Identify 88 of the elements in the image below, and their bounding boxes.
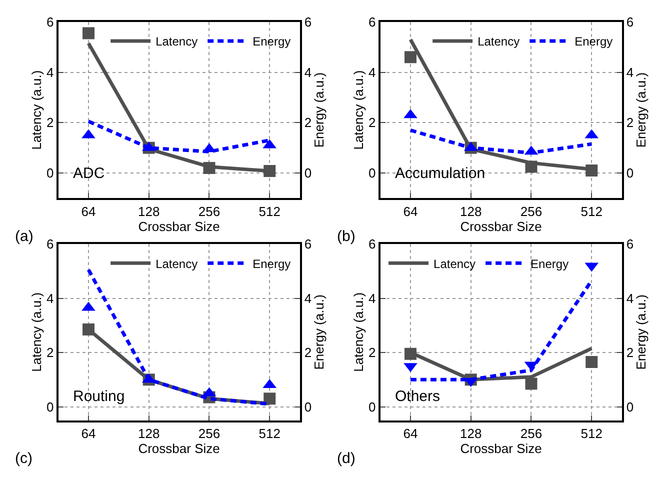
point <box>404 348 416 360</box>
y2-tick-label: 4 <box>626 64 634 80</box>
y2-tick-label: 2 <box>626 345 634 360</box>
y-tick-label: 4 <box>46 64 54 80</box>
y2-tick-label: 2 <box>304 115 312 130</box>
point <box>586 164 598 176</box>
y-axis-title: Latency (a.u.) <box>28 292 44 372</box>
legend-label: Latency <box>478 34 520 49</box>
y-tick-label: 2 <box>46 345 54 360</box>
x-axis-title: Crossbar Size <box>138 440 220 456</box>
y2-axis-title: Energy (a.u.) <box>312 72 327 148</box>
text: (a) <box>15 228 34 245</box>
y-axis-title: Latency (a.u.) <box>350 292 366 372</box>
legend-label: Energy <box>252 256 291 271</box>
y-tick-label: 4 <box>368 290 376 306</box>
annotation: ADC <box>73 165 105 182</box>
y2-axis-title: Energy (a.u.) <box>634 294 649 370</box>
legend-label: Energy <box>574 34 613 49</box>
y-tick-label: 6 <box>368 14 376 30</box>
y2-tick-label: 4 <box>304 64 312 80</box>
x-tick-label: 64 <box>403 426 418 441</box>
y2-tick-label: 4 <box>626 290 634 306</box>
text: (b) <box>337 228 356 245</box>
annotation: Others <box>395 388 440 405</box>
text: (d) <box>337 450 356 467</box>
y2-tick-label: 6 <box>626 14 634 30</box>
y-tick-label: 2 <box>368 345 376 360</box>
y-tick-label: 0 <box>368 166 376 181</box>
y-tick-label: 0 <box>368 399 376 414</box>
y-tick-label: 4 <box>368 64 376 80</box>
x-axis-title: Crossbar Size <box>460 440 542 456</box>
x-tick-label: 256 <box>520 204 542 219</box>
x-tick-label: 512 <box>258 204 280 219</box>
point <box>82 27 94 40</box>
point <box>525 378 538 390</box>
point <box>203 162 216 174</box>
x-axis-title: Crossbar Size <box>460 218 542 234</box>
legend-label: Latency <box>434 256 476 271</box>
y-tick-label: 6 <box>368 236 376 252</box>
y-tick-label: 0 <box>46 166 54 181</box>
y2-tick-label: 2 <box>304 345 312 360</box>
point <box>264 164 276 177</box>
point <box>586 356 598 368</box>
y2-tick-label: 0 <box>304 399 312 414</box>
y2-tick-label: 0 <box>626 399 634 414</box>
x-tick-label: 128 <box>460 426 482 441</box>
x-tick-label: 512 <box>258 426 280 441</box>
x-tick-label: 128 <box>138 426 160 441</box>
y-tick-label: 2 <box>368 115 376 130</box>
point <box>82 323 94 336</box>
legend-label: Latency <box>156 34 198 49</box>
y-tick-label: 2 <box>46 115 54 130</box>
annotation: Accumulation <box>395 165 486 182</box>
x-tick-label: 256 <box>198 204 220 219</box>
y2-axis-title: Energy (a.u.) <box>634 72 649 148</box>
x-tick-label: 64 <box>81 204 96 219</box>
text: (c) <box>15 450 32 467</box>
x-tick-label: 128 <box>460 204 482 219</box>
y2-tick-label: 6 <box>626 236 634 252</box>
y-tick-label: 4 <box>46 290 54 306</box>
y-tick-label: 6 <box>46 14 54 30</box>
y2-tick-label: 0 <box>304 166 312 181</box>
y-axis-title: Latency (a.u.) <box>350 70 366 150</box>
y2-tick-label: 4 <box>304 290 312 306</box>
y2-tick-label: 6 <box>304 236 312 252</box>
legend-label: Energy <box>530 256 569 271</box>
legend-label: Energy <box>252 34 291 49</box>
x-tick-label: 256 <box>198 426 220 441</box>
x-tick-label: 128 <box>138 204 160 219</box>
y2-tick-label: 2 <box>626 115 634 130</box>
legend-label: Latency <box>156 256 198 271</box>
x-tick-label: 512 <box>580 426 602 441</box>
x-tick-label: 512 <box>580 204 602 219</box>
x-tick-label: 256 <box>520 426 542 441</box>
y-tick-label: 6 <box>46 236 54 252</box>
line-series <box>408 128 594 155</box>
y2-tick-label: 0 <box>626 166 634 181</box>
x-tick-label: 64 <box>81 426 96 441</box>
y2-axis-title: Energy (a.u.) <box>312 294 327 370</box>
point <box>264 392 276 405</box>
x-tick-label: 64 <box>403 204 418 219</box>
annotation: Routing <box>73 388 125 405</box>
y2-tick-label: 6 <box>304 14 312 30</box>
y-axis-title: Latency (a.u.) <box>28 70 44 150</box>
y-tick-label: 0 <box>46 399 54 414</box>
x-axis-title: Crossbar Size <box>138 218 220 234</box>
point <box>525 160 538 173</box>
point <box>404 51 416 64</box>
